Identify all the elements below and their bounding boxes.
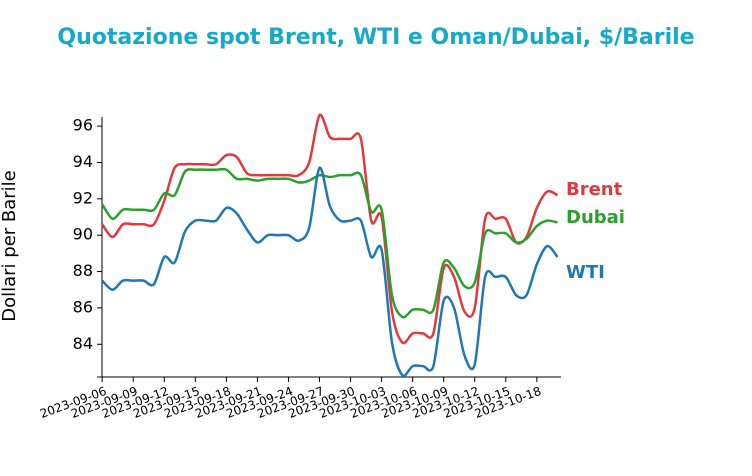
series-label: Brent <box>566 179 623 200</box>
chart-title: Quotazione spot Brent, WTI e Oman/Dubai,… <box>57 25 694 50</box>
y-tick-label: 88 <box>73 261 93 280</box>
y-tick-label: 92 <box>73 188 93 207</box>
y-axis-label: Dollari per Barile <box>0 170 20 322</box>
y-tick-label: 94 <box>73 152 93 171</box>
series-line <box>101 166 559 378</box>
series-label: Dubai <box>566 207 625 228</box>
series-line <box>101 167 558 319</box>
y-tick-label: 86 <box>73 297 93 316</box>
y-tick-label: 84 <box>73 334 93 353</box>
y-tick-label: 90 <box>73 225 93 244</box>
series-line <box>101 113 559 345</box>
y-tick-label: 96 <box>73 116 93 135</box>
series-label: WTI <box>566 262 605 283</box>
